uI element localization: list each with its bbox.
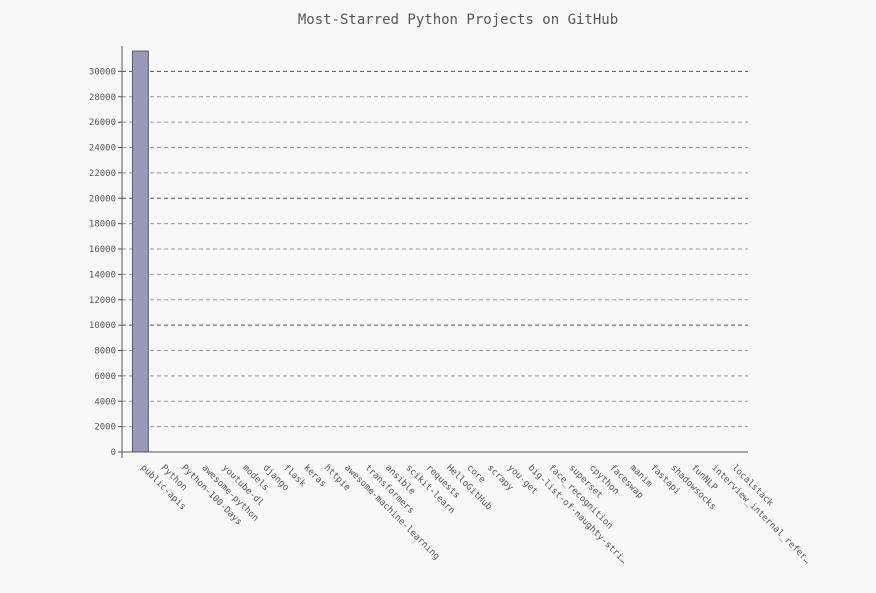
y-tick-label: 28000: [89, 93, 116, 103]
y-tick-label: 10000: [89, 321, 116, 331]
gridlines: [122, 70, 748, 428]
y-tick-label: 6000: [94, 372, 116, 382]
x-axis-labels: public-apisPythonPython-100-Daysawesome-…: [138, 463, 812, 566]
y-tick-label: 4000: [94, 397, 116, 407]
y-tick-label: 12000: [89, 296, 116, 306]
bar-public-apis: [131, 50, 149, 453]
y-axis-ticks: 0 2000 4000 6000 8000 10000 12000 14000 16000 180…: [89, 67, 122, 458]
y-tick-label: 20000: [89, 194, 116, 204]
y-tick-label: 30000: [89, 67, 116, 77]
y-tick-label: 2000: [94, 423, 116, 433]
y-tick-label: 0: [111, 448, 116, 458]
y-tick-label: 22000: [89, 169, 116, 179]
y-tick-label: 24000: [89, 144, 116, 154]
bars: [131, 50, 149, 453]
y-tick-label: 18000: [89, 220, 116, 230]
chart-title: Most-Starred Python Projects on GitHub: [298, 12, 618, 28]
y-tick-label: 16000: [89, 245, 116, 255]
y-tick-label: 14000: [89, 270, 116, 280]
y-tick-label: 8000: [94, 347, 116, 357]
x-tick-label: interview_internal_refer…: [709, 463, 812, 566]
y-tick-label: 26000: [89, 118, 116, 128]
